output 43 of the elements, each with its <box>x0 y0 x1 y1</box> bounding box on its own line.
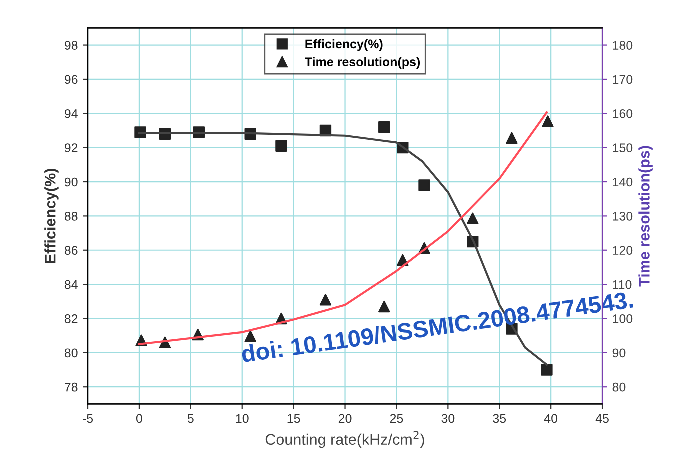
x-axis-title: Counting rate(kHz/cm$^{2}$) <box>266 431 424 448</box>
y-tick-label: 90 <box>64 178 78 187</box>
x-tick-label: 15 <box>288 414 300 424</box>
point <box>418 180 430 192</box>
y2-tick-label: 120 <box>613 246 633 256</box>
y-tick-label: 78 <box>65 382 78 392</box>
y2-tick-label: 180 <box>613 41 633 50</box>
y-tick-label: 96 <box>64 75 78 84</box>
y-tick-label: 92 <box>64 144 78 152</box>
y-tick-label: 80 <box>64 348 78 358</box>
y2-tick-label: 140 <box>613 178 633 187</box>
y-tick-label: 98 <box>64 41 78 50</box>
y2-tick-label: 160 <box>613 109 633 118</box>
legend-label: Time resolution(ps) <box>305 57 420 70</box>
y-axis-title: Efficiency(%) <box>44 168 59 264</box>
point <box>506 132 518 144</box>
y-tick-label: 94 <box>64 109 78 118</box>
y2-axis-title: Time resolution(ps) <box>638 146 653 287</box>
legend-label: Efficiency(%) <box>306 39 383 52</box>
point <box>542 116 554 128</box>
x-tick-label: 20 <box>338 414 352 424</box>
y2-tick-label: 150 <box>613 144 633 152</box>
point <box>467 212 479 224</box>
x-tick-label: 10 <box>236 414 249 424</box>
x-tick-label: 45 <box>596 414 609 424</box>
y-tick-label: 88 <box>64 212 78 221</box>
x-tick-label: 0 <box>136 414 142 424</box>
x-tick-label: 35 <box>493 414 506 424</box>
x-tick-label: 40 <box>544 414 558 424</box>
y2-tick-label: 110 <box>613 280 632 290</box>
x-tick-label: 30 <box>442 414 455 424</box>
y2-tick-label: 170 <box>613 75 633 84</box>
y2-tick-label: 130 <box>613 212 633 221</box>
x-tick-label: 5 <box>188 414 194 424</box>
point <box>541 364 553 376</box>
y-tick-label: 84 <box>64 280 78 290</box>
x-tick-label: 25 <box>390 414 404 424</box>
y-tick-label: 86 <box>64 246 78 256</box>
point <box>378 121 390 134</box>
point <box>276 140 288 152</box>
y-tick-label: 82 <box>64 314 78 324</box>
y2-tick-label: 80 <box>612 382 626 392</box>
x-tick-label: -5 <box>83 414 94 424</box>
